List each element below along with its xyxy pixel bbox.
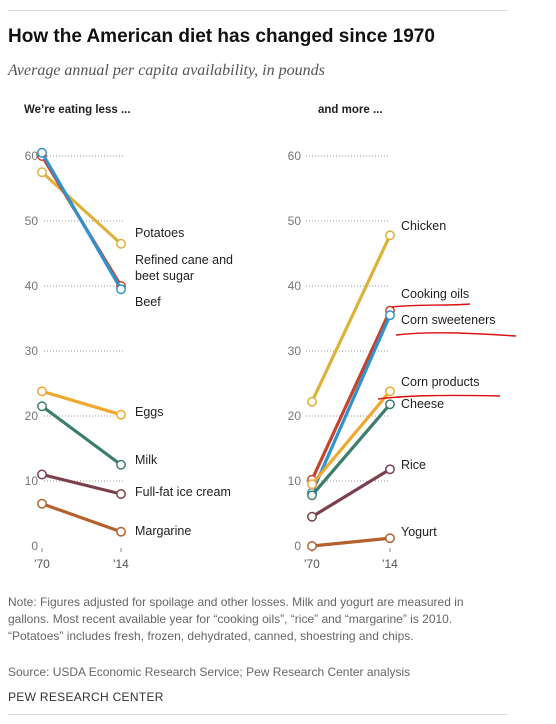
series-label: Rice — [401, 458, 426, 472]
x-tick-label: '70 — [304, 557, 320, 571]
left-panel-title: We’re eating less ... — [24, 104, 131, 116]
series-line — [310, 233, 392, 404]
series-label: Corn sweeteners — [401, 313, 496, 327]
series-label: Cheese — [401, 397, 444, 411]
series-line — [40, 389, 123, 417]
data-point — [385, 533, 395, 544]
chart-source: Source: USDA Economic Research Service; … — [8, 665, 411, 679]
right-panel-title: and more ... — [318, 104, 383, 116]
data-point — [307, 490, 317, 501]
data-point — [37, 386, 47, 397]
data-point — [37, 167, 47, 178]
y-tick-label: 10 — [25, 474, 39, 488]
data-point — [116, 489, 126, 499]
diet-slope-chart: 0 10 20 30 40 50 60 '70 '14 Potatoes Refined cane … — [25, 147, 517, 571]
series-line — [310, 309, 392, 482]
y-tick-label: 60 — [25, 149, 39, 163]
series-line — [40, 170, 123, 246]
data-point — [116, 409, 126, 420]
data-point — [307, 541, 317, 551]
data-point — [37, 401, 47, 412]
series-label: Corn products — [401, 375, 480, 389]
data-point — [116, 526, 126, 537]
series-line — [310, 389, 392, 486]
data-point — [307, 396, 317, 407]
data-point — [385, 230, 395, 241]
chart-title: How the American diet has changed since … — [8, 26, 435, 47]
underline-corn-sweeteners — [395, 332, 517, 337]
data-point — [385, 399, 395, 410]
x-tick-label: '14 — [113, 557, 129, 571]
series-line — [310, 467, 392, 519]
chart-subtitle: Average annual per capita availability, … — [8, 62, 325, 79]
y-tick-label: 50 — [288, 214, 302, 228]
data-point — [37, 147, 47, 158]
underline-corn-products — [377, 394, 501, 400]
series-label: Eggs — [135, 405, 164, 419]
series-label: Refined cane and beet sugar — [135, 253, 233, 283]
data-point — [37, 469, 47, 480]
data-point — [116, 238, 126, 249]
series-line — [310, 536, 392, 548]
data-point — [307, 511, 317, 522]
bottom-divider — [8, 714, 508, 715]
series-label: Cooking oils — [401, 287, 469, 301]
y-tick-label: 40 — [25, 279, 39, 293]
series-label: Margarine — [135, 524, 191, 538]
data-point — [385, 386, 395, 397]
series-label: Milk — [135, 453, 158, 467]
data-point — [385, 464, 395, 475]
series-label: Potatoes — [135, 226, 184, 240]
data-point — [385, 310, 395, 321]
y-tick-label: 40 — [288, 279, 302, 293]
data-point — [116, 284, 126, 295]
x-tick-label: '14 — [382, 557, 398, 571]
data-point — [37, 498, 47, 509]
y-tick-label: 0 — [294, 539, 301, 553]
data-point — [307, 479, 317, 490]
y-tick-label: 0 — [31, 539, 38, 553]
y-tick-label: 50 — [25, 214, 39, 228]
series-label: Yogurt — [401, 525, 437, 539]
y-tick-label: 20 — [288, 409, 302, 423]
series-line — [310, 313, 392, 495]
y-tick-label: 30 — [288, 344, 302, 358]
top-divider — [8, 10, 508, 11]
series-label: Full-fat ice cream — [135, 485, 231, 499]
y-tick-label: 30 — [25, 344, 39, 358]
data-point — [116, 459, 126, 470]
series-line — [40, 472, 123, 496]
hand-drawn-underlines — [377, 303, 517, 400]
series-line — [310, 402, 392, 497]
y-tick-label: 10 — [288, 474, 302, 488]
y-tick-label: 60 — [288, 149, 302, 163]
pew-credit: PEW RESEARCH CENTER — [8, 690, 164, 704]
x-tick-label: '70 — [34, 557, 50, 571]
underline-cooking-oils — [391, 303, 471, 308]
y-tick-label: 20 — [25, 409, 39, 423]
chart-note: Note: Figures adjusted for spoilage and … — [8, 595, 464, 643]
series-label: Chicken — [401, 219, 446, 233]
series-line — [40, 404, 123, 467]
series-label: Beef — [135, 295, 161, 309]
series-line — [40, 502, 123, 534]
series-line — [40, 151, 123, 291]
